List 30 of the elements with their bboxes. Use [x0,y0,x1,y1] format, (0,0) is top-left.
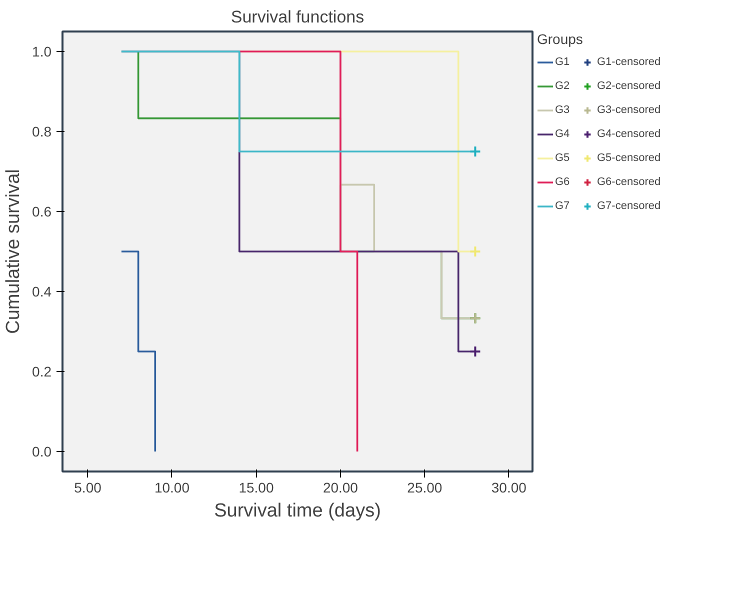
y-axis-title: Cumulative survival [3,169,24,334]
legend-label: G7-censored [597,200,661,212]
x-axis-title: Survival time (days) [214,500,381,522]
y-tick-label: 0.8 [32,124,52,140]
x-tick-label: 15.00 [238,480,274,496]
legend-label: G4 [555,128,571,140]
legend-label: G6 [555,176,571,188]
legend-label: G3-censored [597,104,661,116]
legend-label: G1 [555,56,571,68]
y-tick-label: 0.2 [32,364,52,380]
x-tick-label: 10.00 [154,480,190,496]
legend-label: G2-censored [597,80,661,92]
legend-label: G5-censored [597,152,661,164]
y-tick-label: 1.0 [32,44,52,60]
x-tick-label: 30.00 [491,480,527,496]
legend-label: G7 [555,200,571,212]
legend-label: G6-censored [597,176,661,188]
legend-title: Groups [537,31,584,47]
legend-label: G5 [555,152,571,164]
x-tick-label: 25.00 [407,480,442,496]
y-tick-label: 0.4 [32,284,52,300]
y-tick-label: 0.6 [32,204,52,220]
legend-label: G3 [555,104,571,116]
chart-title: Survival functions [230,8,364,26]
legend-label: G1-censored [597,56,661,68]
legend-label: G4-censored [597,128,661,140]
x-tick-label: 5.00 [74,480,102,496]
x-tick-label: 20.00 [322,480,358,496]
legend-label: G2 [555,80,571,92]
y-tick-label: 0.0 [32,444,52,460]
